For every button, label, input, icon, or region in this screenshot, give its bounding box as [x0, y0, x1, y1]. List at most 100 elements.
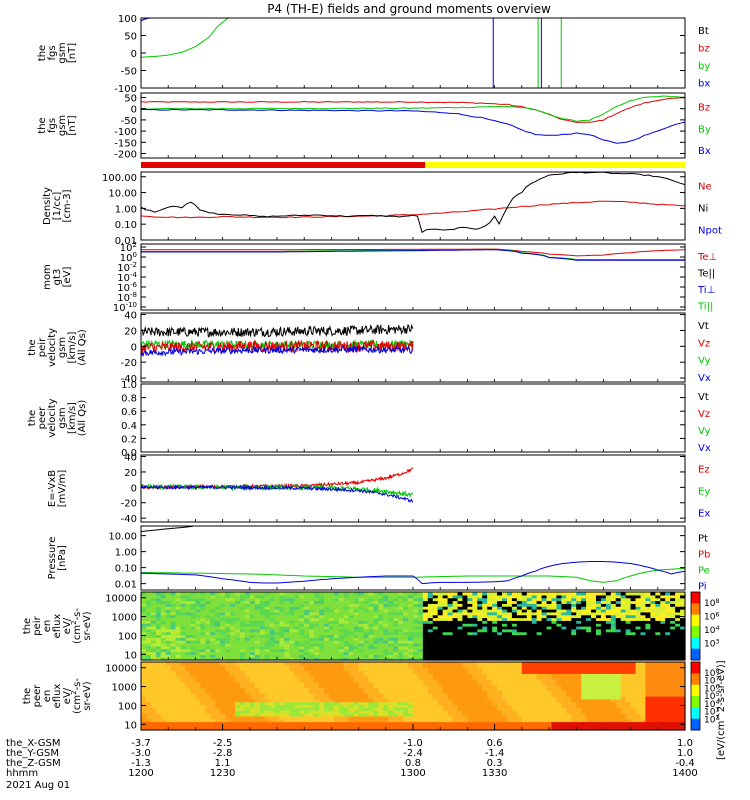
y-tick-label: 0.01	[115, 236, 137, 247]
y-axis-label: Pressure	[47, 537, 58, 580]
series-Ti⊥	[141, 249, 685, 261]
colorbar-tick-label: 103	[704, 706, 719, 718]
y-tick-label: 100	[118, 701, 137, 712]
panel-mode-bar	[141, 162, 685, 168]
y-tick-label: 100.00	[102, 173, 137, 184]
legend-label-bz: bz	[698, 44, 710, 55]
y-tick-label: -100	[114, 84, 137, 95]
x-row-label: hhmm	[6, 768, 38, 779]
series-Ni	[140, 171, 686, 234]
y-tick-label: 0.2	[121, 434, 137, 445]
y-tick-label: 10	[124, 650, 137, 661]
panel-frame	[140, 383, 686, 453]
y-tick-label: 20	[124, 468, 137, 479]
x-tick-label-X: -1.0	[403, 738, 423, 749]
y-axis-label: [km/s]	[67, 331, 78, 363]
x-tick-label-Z: -0.4	[675, 758, 695, 769]
series-Vx	[140, 344, 414, 358]
panel-frame	[140, 243, 686, 311]
legend-label-Vy: Vy	[698, 426, 711, 437]
y-axis-label: (cm2-s-	[70, 678, 83, 714]
y-tick-label: -50	[121, 116, 137, 127]
colorbar-tick-label: 108	[704, 668, 719, 680]
legend-label-Ti⊥: Ti⊥	[697, 285, 715, 296]
panel-frame	[140, 171, 686, 241]
y-axis-label: the	[37, 117, 48, 133]
series-Ey	[140, 483, 414, 499]
series-Bx	[140, 108, 686, 144]
colorbar-tick-label: 102	[704, 714, 719, 726]
x-tick-label-hhmm: 1400	[672, 768, 697, 779]
y-tick-label: 50	[124, 32, 137, 43]
series-Ex	[140, 484, 414, 503]
panel-pressure: 10.00 1.00 0.10 0.01 Pressure [nPa] Pt Pb Pe Pi	[47, 525, 710, 593]
x-tick-label-hhmm: 1230	[210, 768, 235, 779]
y-axis-label: peir	[37, 337, 48, 357]
y-tick-label: -40	[121, 374, 137, 385]
y-tick-label: 20	[124, 326, 137, 337]
y-tick-label: 100	[118, 14, 137, 25]
y-axis-label: fgs	[47, 118, 58, 133]
series-Bz	[140, 97, 686, 123]
legend-label-Bx: Bx	[698, 146, 711, 157]
series-Te⊥	[141, 248, 686, 257]
plot-title: P4 (TH-E) fields and ground moments over…	[267, 2, 551, 16]
legend-label-Pe: Pe	[698, 566, 710, 577]
y-axis-label: gsm	[57, 337, 68, 358]
x-row-label: the_X-GSM	[6, 738, 60, 749]
x-tick-label-Y: -1.4	[485, 748, 505, 759]
x-row-label: the_Y-GSM	[6, 748, 59, 759]
y-axis-label: mom	[42, 264, 53, 290]
panel-efield: 40 20 0 -20 -40 E=-VxB [mV/m] Ez Ey Ex	[47, 453, 710, 526]
y-axis-label: sr-eV)	[82, 681, 93, 710]
y-tick-label: 10000	[105, 594, 137, 605]
y-axis-label: [1/cc]	[52, 192, 63, 221]
x-tick-label-Z: -1.3	[131, 758, 151, 769]
y-axis-label: eV/	[62, 617, 73, 634]
y-axis-label: gt3	[52, 269, 63, 286]
legend-label-by: by	[698, 61, 710, 72]
legend-label-Ez: Ez	[698, 465, 710, 476]
y-axis-label: the	[37, 45, 48, 61]
y-axis-label: peir	[32, 615, 43, 635]
y-axis-label: (All Qs)	[77, 329, 88, 366]
y-tick-label: 10-10	[113, 301, 137, 314]
panel-peir-velocity: 40 20 0 -20 -40 the peir velocity gsm [km/s] (All …	[27, 311, 711, 385]
legend-label-Vy: Vy	[698, 356, 711, 367]
y-tick-label: 10.00	[108, 532, 137, 543]
series-Pt	[141, 525, 193, 532]
legend-label-By: By	[698, 124, 711, 135]
y-tick-label: 10-4	[117, 271, 137, 284]
y-tick-label: 1.00	[115, 548, 137, 559]
x-tick-label-X: -3.7	[131, 738, 151, 749]
y-axis-label: velocity	[47, 398, 58, 437]
y-axis-label: [nT]	[67, 43, 78, 63]
legend-label-Vx: Vx	[698, 443, 711, 454]
spectrogram-cells	[141, 662, 686, 731]
x-tick-label-hhmm: 1200	[128, 768, 153, 779]
legend-label-Vx: Vx	[698, 373, 711, 384]
mode-segment	[425, 162, 685, 168]
y-tick-label: 1.00	[115, 204, 137, 215]
legend-label-Ni: Ni	[698, 204, 708, 215]
y-axis-label: (All Qs)	[77, 400, 88, 437]
legend-label-Vt: Vt	[698, 392, 709, 403]
y-tick-label: 1000	[112, 683, 137, 694]
y-tick-label: 100	[118, 631, 137, 642]
y-axis-label: eV/	[62, 687, 73, 704]
y-axis-label: [km/s]	[67, 402, 78, 434]
series-Pe	[140, 567, 686, 583]
y-tick-label: -50	[121, 67, 137, 78]
y-tick-label: -100	[114, 127, 137, 138]
series-Vt	[140, 323, 414, 338]
y-tick-label: 0.01	[115, 580, 137, 591]
legend-label-bx: bx	[698, 79, 710, 90]
panel-peer-velocity: 1.0 0.8 0.6 0.4 0.2 0.0 the peer velocity gsm [km/…	[27, 380, 711, 459]
legend-label-Ex: Ex	[698, 509, 710, 520]
y-tick-label: 0	[131, 105, 137, 116]
y-tick-label: 1.0	[121, 380, 137, 391]
x-row-label: the_Z-GSM	[6, 758, 61, 769]
y-tick-label: 40	[124, 453, 137, 464]
